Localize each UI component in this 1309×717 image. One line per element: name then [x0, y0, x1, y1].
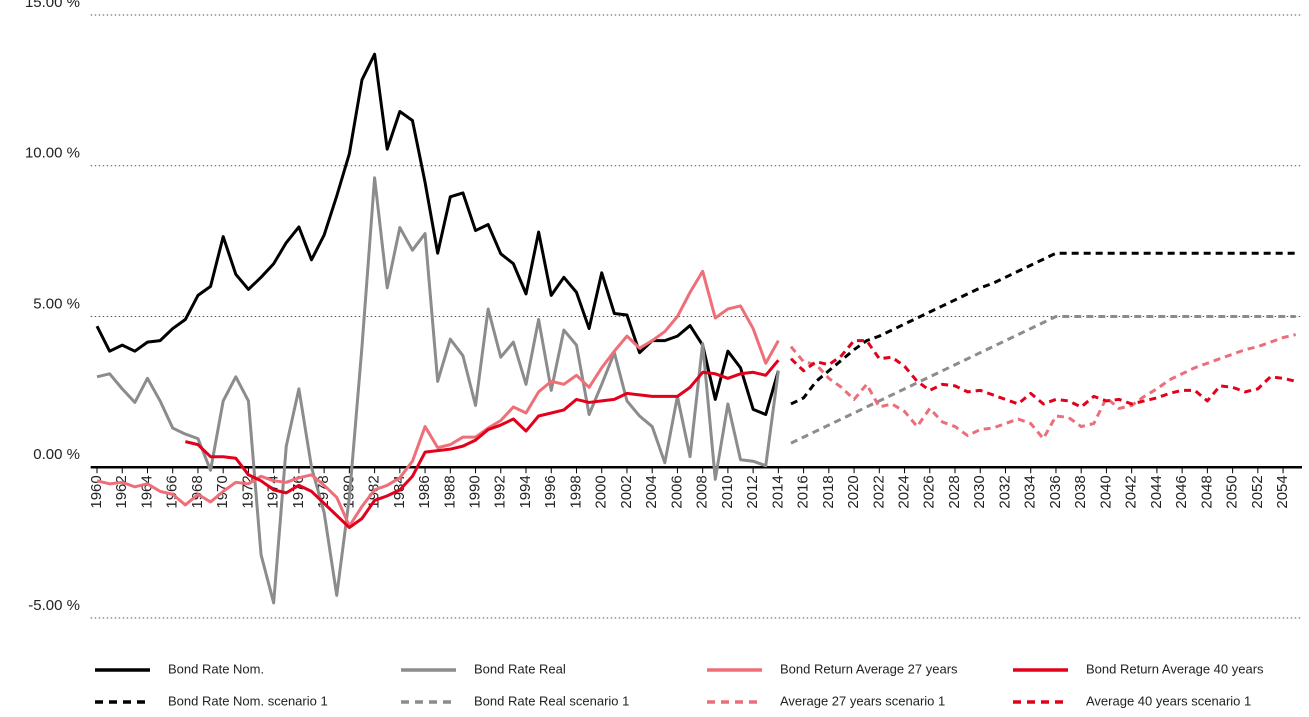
series-line — [790, 315, 1296, 445]
x-tick-label: 2028 — [946, 475, 963, 508]
x-tick-label: 2054 — [1274, 475, 1291, 508]
x-tick-label: 2026 — [921, 475, 938, 508]
legend-label: Bond Return Average 27 years — [780, 661, 958, 676]
x-tick-label: 2002 — [618, 475, 635, 508]
x-tick-label: 2046 — [1173, 475, 1190, 508]
legend-label: Bond Return Average 40 years — [1086, 661, 1264, 676]
x-tick-label: 1960 — [88, 475, 105, 508]
x-tick-label: 1994 — [517, 475, 534, 508]
x-tick-label: 1992 — [492, 475, 509, 508]
x-tick-label: 2000 — [593, 475, 610, 508]
x-tick-label: 2040 — [1097, 475, 1114, 508]
legend-label: Average 27 years scenario 1 — [780, 693, 945, 708]
series-line — [789, 339, 1297, 409]
x-tick-label: 2016 — [795, 475, 812, 508]
x-tick-label: 1964 — [138, 475, 155, 508]
x-tick-label: 2010 — [719, 475, 736, 508]
series-line — [95, 52, 780, 416]
x-tick-label: 2048 — [1198, 475, 1215, 508]
y-tick-label: -5.00 % — [28, 597, 80, 614]
x-tick-label: 2036 — [1047, 475, 1064, 508]
legend-label: Bond Rate Nom. — [168, 661, 264, 676]
series-line — [96, 269, 780, 528]
y-tick-label: 5.00 % — [33, 295, 80, 312]
x-tick-label: 1968 — [189, 475, 206, 508]
x-tick-label: 2022 — [870, 475, 887, 508]
x-tick-label: 2006 — [668, 475, 685, 508]
x-tick-label: 2004 — [643, 475, 660, 508]
series-line — [789, 333, 1297, 441]
x-tick-label: 2012 — [744, 475, 761, 508]
x-tick-label: 2024 — [896, 475, 913, 508]
x-tick-label: 2020 — [845, 475, 862, 508]
x-tick-label: 1986 — [416, 475, 433, 508]
legend-label: Bond Rate Nom. scenario 1 — [168, 693, 328, 708]
x-tick-label: 2018 — [820, 475, 837, 508]
x-tick-label: 2044 — [1148, 475, 1165, 508]
x-tick-label: 2034 — [1022, 475, 1039, 508]
x-tick-label: 2008 — [694, 475, 711, 508]
series-line — [790, 251, 1296, 406]
x-tick-label: 2038 — [1072, 475, 1089, 508]
y-tick-label: 10.00 % — [25, 145, 80, 162]
y-tick-label: 0.00 % — [33, 446, 80, 463]
x-tick-label: 2032 — [996, 475, 1013, 508]
x-tick-label: 1974 — [265, 475, 282, 508]
x-tick-label: 2052 — [1249, 475, 1266, 508]
x-tick-label: 1988 — [441, 475, 458, 508]
x-tick-label: 1966 — [164, 475, 181, 508]
series-line — [96, 176, 780, 605]
x-tick-label: 2042 — [1123, 475, 1140, 508]
x-tick-label: 1976 — [290, 475, 307, 508]
y-tick-label: 15.00 % — [25, 0, 80, 11]
legend-label: Bond Rate Real — [474, 661, 566, 676]
x-tick-label: 1962 — [113, 475, 130, 508]
x-tick-label: 2030 — [971, 475, 988, 508]
x-tick-label: 1984 — [391, 475, 408, 508]
x-tick-label: 2014 — [769, 475, 786, 508]
x-tick-label: 1996 — [542, 475, 559, 508]
x-tick-label: 2050 — [1224, 475, 1241, 508]
series-line — [184, 359, 780, 530]
legend-label: Average 40 years scenario 1 — [1086, 693, 1251, 708]
legend-label: Bond Rate Real scenario 1 — [474, 693, 629, 708]
x-tick-label: 1990 — [467, 475, 484, 508]
x-tick-label: 1998 — [567, 475, 584, 508]
